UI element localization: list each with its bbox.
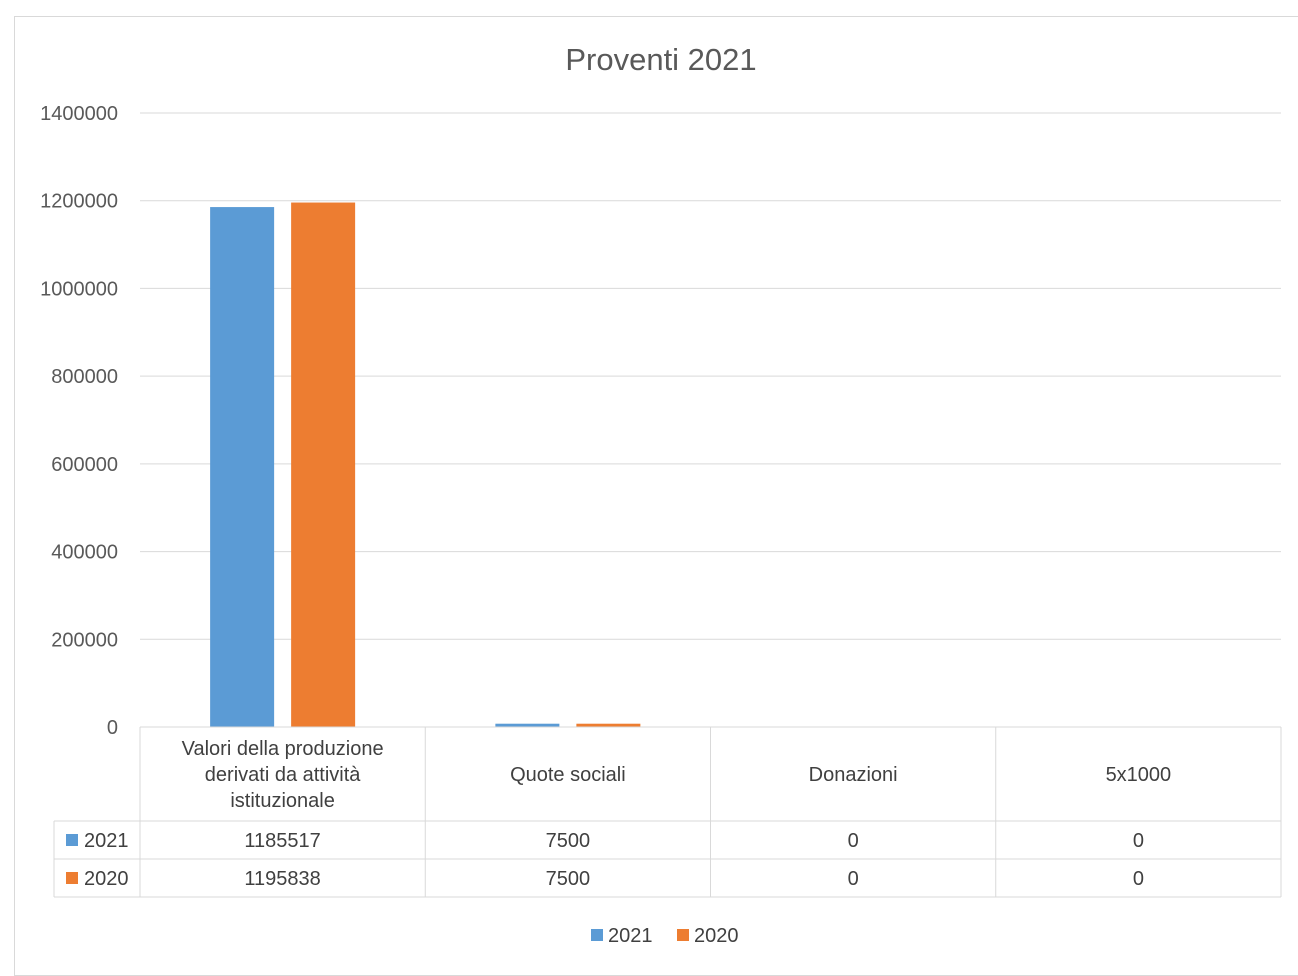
- y-tick-label: 1000000: [40, 278, 118, 300]
- category-label: 5x1000: [1106, 764, 1172, 786]
- bar-2021-0: [210, 207, 275, 728]
- table-value: 0: [848, 868, 859, 890]
- table-series-name: 2020: [84, 868, 129, 890]
- y-tick-label: 600000: [51, 454, 118, 476]
- table-series-key-2020: [66, 872, 78, 884]
- table-value: 0: [848, 830, 859, 852]
- y-tick-label: 400000: [51, 542, 118, 564]
- table-value: 7500: [546, 868, 591, 890]
- y-tick-label: 0: [107, 717, 118, 739]
- table-value: 1185517: [244, 830, 320, 852]
- category-label: Donazioni: [809, 764, 898, 786]
- bar-2020-0: [291, 202, 356, 728]
- y-tick-label: 1400000: [40, 103, 118, 125]
- bar-2021-1: [495, 723, 560, 727]
- legend: 2021 2020: [591, 925, 739, 947]
- table-value: 7500: [546, 830, 591, 852]
- legend-label: 2020: [694, 925, 739, 947]
- y-axis-ticks: 0 200000 400000 600000 800000 1000000 1200000 1…: [40, 103, 118, 739]
- y-tick-label: 800000: [51, 366, 118, 388]
- legend-key-2021: [591, 929, 603, 941]
- table-value: 1195838: [244, 868, 320, 890]
- category-label: Quote sociali: [510, 764, 626, 786]
- table-series-key-2021: [66, 834, 78, 846]
- table-value: 0: [1133, 830, 1144, 852]
- category-label: Valori della produzione derivati da attiv…: [182, 738, 384, 812]
- y-tick-label: 200000: [51, 629, 118, 651]
- chart-title: Proventi 2021: [565, 42, 756, 77]
- legend-key-2020: [677, 929, 689, 941]
- table-series-name: 2021: [84, 830, 129, 852]
- bars: [210, 202, 641, 728]
- table-value: 0: [1133, 868, 1144, 890]
- legend-label: 2021: [608, 925, 653, 947]
- bar-2020-1: [576, 723, 641, 727]
- data-table: Valori della produzione derivati da attiv…: [53, 726, 1282, 898]
- y-tick-label: 1200000: [40, 191, 118, 213]
